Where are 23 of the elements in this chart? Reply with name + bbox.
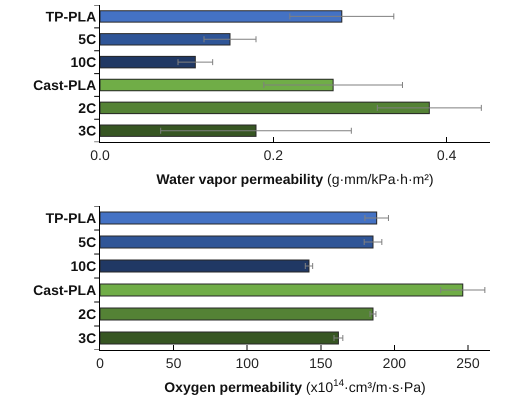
x-axis-title: Oxygen permeability (x10$^{14}$·cm³/m·s·Pa) (164, 378, 426, 396)
y-tick-label: 10C (70, 54, 96, 70)
x-tick-label: 0.2 (264, 146, 284, 163)
x-tick-label: 100 (235, 354, 260, 371)
x-tick-label: 0.4 (436, 146, 457, 163)
y-tick-label: TP-PLA (46, 210, 96, 226)
x-tick-label: 250 (456, 354, 480, 371)
y-tick-label: 5C (78, 234, 96, 250)
y-tick-label: TP-PLA (46, 8, 96, 24)
x-tick-label: 0.0 (90, 146, 110, 163)
y-tick-label: 2C (78, 306, 96, 322)
y-tick-label: 10C (70, 258, 96, 274)
x-tick-label: 200 (382, 354, 406, 371)
y-tick-label: 3C (78, 330, 96, 346)
y-tick-label: 2C (78, 100, 96, 116)
y-tick-label: Cast-PLA (33, 282, 96, 298)
y-tick-label: Cast-PLA (33, 76, 96, 93)
x-tick-label: 150 (309, 354, 333, 371)
y-tick-label: 3C (78, 122, 96, 139)
y-tick-label: 5C (78, 31, 96, 48)
x-tick-label: 0 (96, 354, 104, 371)
x-axis-title: Water vapor permeability (g·mm/kPa·h·m²) (156, 171, 434, 188)
x-tick-label: 50 (166, 354, 182, 371)
